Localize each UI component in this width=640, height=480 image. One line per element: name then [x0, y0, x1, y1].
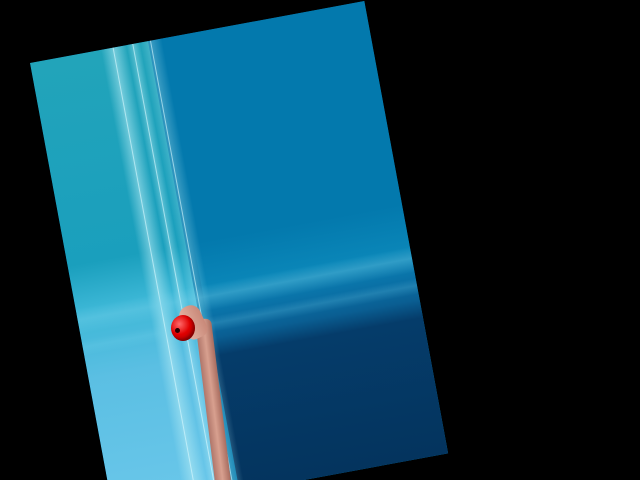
- tilted-blue-panel: [30, 1, 448, 480]
- ball-marking: [175, 328, 180, 333]
- red-ball[interactable]: [171, 315, 195, 341]
